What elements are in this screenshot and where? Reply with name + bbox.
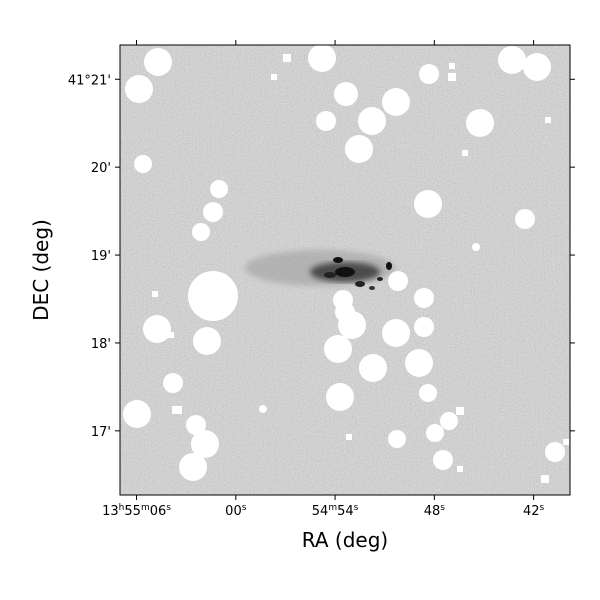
y-tick-label: 19' [91,249,111,264]
sky-image [120,45,570,495]
x-tick-label: 13h55m06s [102,503,171,519]
x-axis-label: RA (deg) [302,528,388,552]
x-tick-label: 42s [523,503,545,519]
plot-frame [119,44,571,496]
x-tick-label: 00s [225,503,247,519]
x-tick-label: 48s [424,503,446,519]
y-tick-label: 18' [91,337,111,352]
galaxy [245,250,395,290]
masks [123,45,569,483]
y-axis-label: DEC (deg) [29,219,53,321]
y-tick-label: 20' [91,161,111,176]
y-tick-label: 17' [91,425,111,440]
y-tick-label: 41°21' [68,73,111,88]
x-tick-label: 54m54s [312,503,359,519]
